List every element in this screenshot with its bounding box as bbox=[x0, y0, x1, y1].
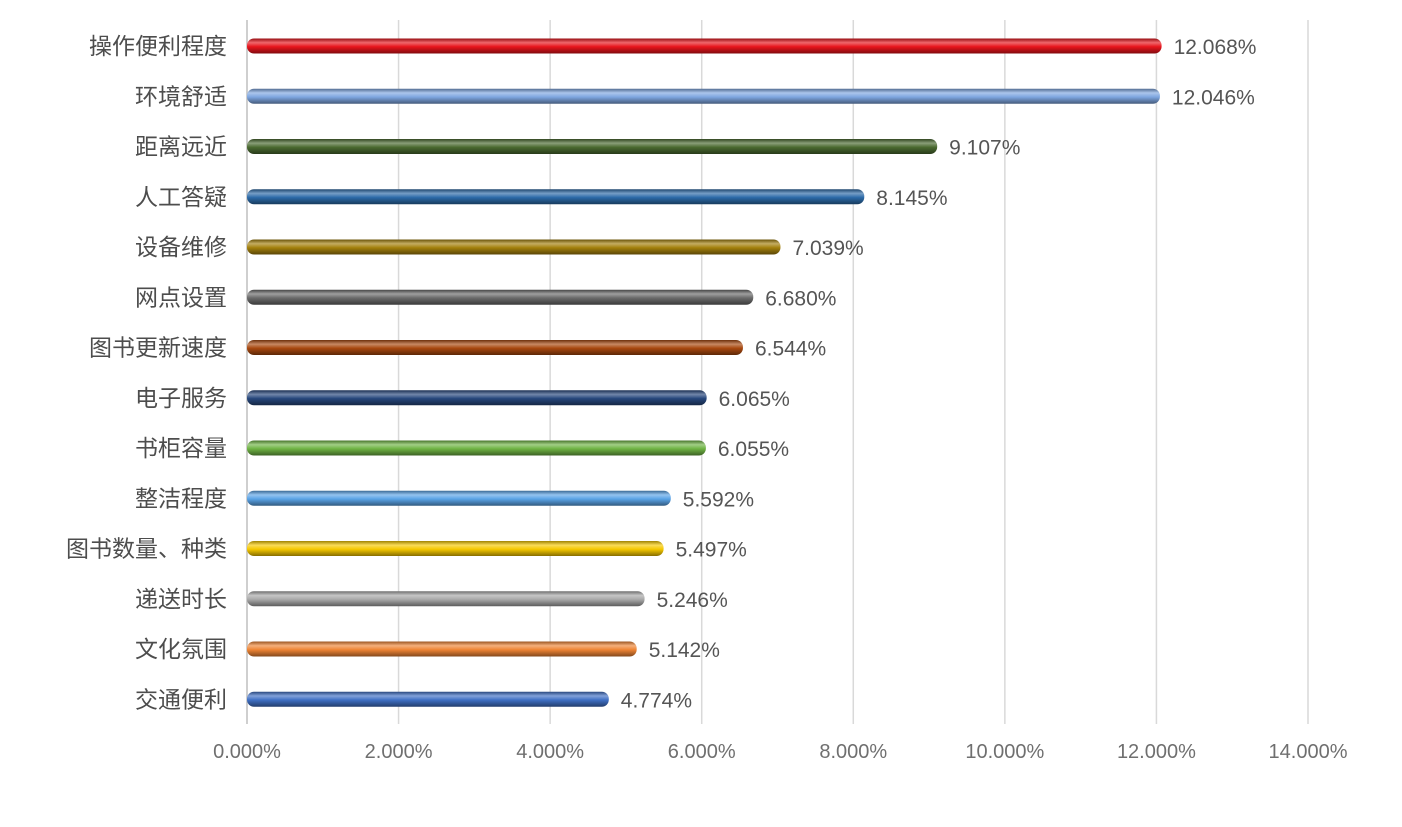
bar-2 bbox=[247, 139, 938, 154]
bar-1 bbox=[247, 88, 1160, 104]
bar-6 bbox=[247, 340, 743, 355]
value-label-10: 5.497% bbox=[676, 539, 747, 562]
x-tick-label-3: 6.000% bbox=[668, 741, 736, 763]
category-label-7: 电子服务 bbox=[135, 386, 227, 412]
bar-9 bbox=[247, 490, 671, 506]
x-axis-ticks: 0.000% 2.000% 4.000% 6.000% 8.000% 10.000% 12.… bbox=[213, 741, 1348, 763]
value-label-4: 7.039% bbox=[792, 237, 863, 260]
x-tick-label-7: 14.000% bbox=[1269, 741, 1348, 763]
value-label-2: 9.107% bbox=[949, 137, 1020, 160]
x-tick-label-1: 2.000% bbox=[365, 741, 433, 763]
x-tick-label-4: 8.000% bbox=[819, 741, 887, 763]
category-label-3: 人工答疑 bbox=[135, 185, 227, 211]
value-label-5: 6.680% bbox=[765, 287, 836, 310]
bar-4 bbox=[247, 239, 781, 255]
category-label-11: 递送时长 bbox=[135, 587, 227, 613]
category-label-1: 环境舒适 bbox=[135, 84, 227, 110]
value-label-9: 5.592% bbox=[683, 488, 754, 511]
x-tick-label-5: 10.000% bbox=[965, 741, 1044, 763]
bar-12 bbox=[247, 641, 637, 657]
category-label-6: 图书更新速度 bbox=[89, 336, 227, 362]
bars bbox=[247, 38, 1162, 707]
value-label-0: 12.068% bbox=[1174, 36, 1257, 59]
value-label-6: 6.544% bbox=[755, 338, 826, 361]
labels: 操作便利程度 12.068% 环境舒适 12.046% 距离远近 9.107% 人工答疑 8.… bbox=[66, 34, 1256, 713]
category-label-8: 书柜容量 bbox=[135, 436, 227, 462]
bar-13 bbox=[247, 691, 609, 707]
category-label-13: 交通便利 bbox=[135, 687, 227, 713]
value-label-1: 12.046% bbox=[1172, 86, 1255, 109]
bar-10 bbox=[247, 541, 664, 556]
bar-0 bbox=[247, 38, 1162, 54]
value-label-11: 5.246% bbox=[657, 589, 728, 612]
category-label-2: 距离远近 bbox=[135, 135, 227, 161]
value-label-12: 5.142% bbox=[649, 639, 720, 662]
x-tick-label-0: 0.000% bbox=[213, 741, 281, 763]
value-label-7: 6.065% bbox=[719, 388, 790, 411]
bar-11 bbox=[247, 591, 645, 607]
category-label-0: 操作便利程度 bbox=[89, 34, 227, 60]
category-label-5: 网点设置 bbox=[135, 285, 227, 311]
bar-7 bbox=[247, 390, 707, 406]
value-label-3: 8.145% bbox=[876, 187, 947, 210]
gridlines bbox=[246, 20, 1309, 724]
bar-5 bbox=[247, 289, 754, 305]
x-tick-label-2: 4.000% bbox=[516, 741, 584, 763]
category-label-10: 图书数量、种类 bbox=[66, 537, 227, 563]
x-tick-label-6: 12.000% bbox=[1117, 741, 1196, 763]
category-label-12: 文化氛围 bbox=[135, 637, 227, 663]
category-label-4: 设备维修 bbox=[135, 235, 227, 261]
bar-3 bbox=[247, 189, 865, 205]
value-label-8: 6.055% bbox=[718, 438, 789, 461]
category-label-9: 整洁程度 bbox=[135, 486, 227, 512]
bar-8 bbox=[247, 440, 706, 456]
value-label-13: 4.774% bbox=[621, 689, 692, 712]
